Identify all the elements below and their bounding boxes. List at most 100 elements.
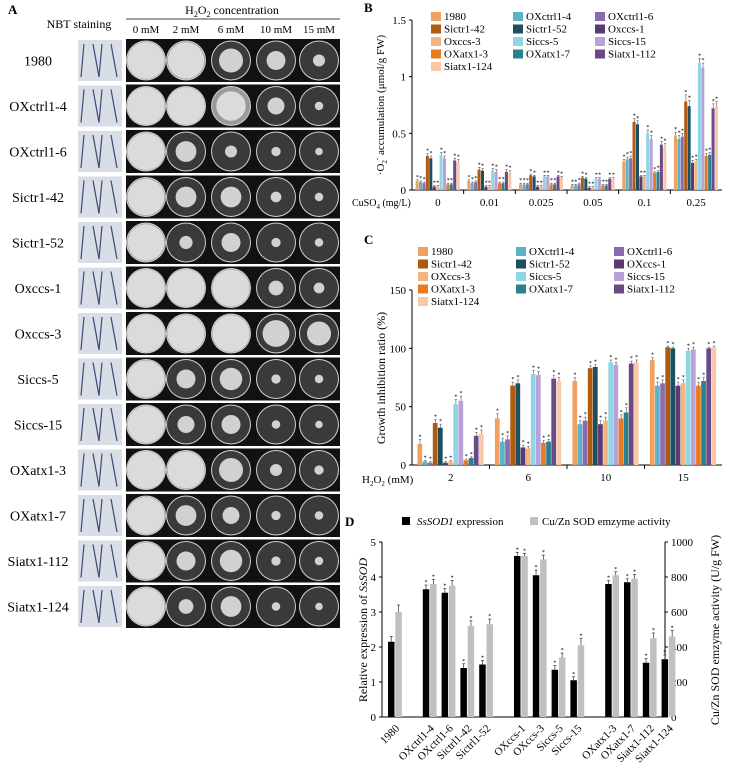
significance-marker: * <box>620 410 623 416</box>
legend-swatch-oxccs-3 <box>418 272 428 281</box>
bar-siccs-15 <box>442 158 446 190</box>
bar-siccs-5 <box>646 133 650 190</box>
significance-marker: * <box>604 412 607 418</box>
bar-siatx1-124 <box>663 146 667 190</box>
significance-marker: * <box>652 628 655 634</box>
significance-marker: * <box>572 672 575 678</box>
significance-marker: * <box>432 575 435 581</box>
significance-marker: * <box>447 178 450 184</box>
label-part: O <box>198 3 207 17</box>
strain-label-sictr1-42: Sictr1-42 <box>12 191 64 206</box>
significance-marker: * <box>426 149 429 155</box>
bar-sictr1-52 <box>670 348 676 465</box>
significance-marker: * <box>523 178 526 184</box>
bar-1980 <box>415 180 419 190</box>
significance-marker: * <box>457 154 460 160</box>
colony <box>315 602 323 611</box>
colony <box>216 91 246 121</box>
bar-oxatx1-3 <box>463 460 469 465</box>
bar-cu-zn-sod-emzyme-activity <box>540 559 547 717</box>
panel-b: B00.511.50* * ** ** **** ** *0.01* * ** ** ** ** ** *… <box>352 0 722 211</box>
legend-label-sictr1-42: Sictr1-42 <box>431 259 472 271</box>
y-tick-label-left: 5 <box>371 537 377 549</box>
legend-swatch-oxatx1-3 <box>418 284 428 294</box>
bar-sictr1-52 <box>429 158 433 190</box>
significance-marker: * <box>635 355 638 361</box>
bar-oxccs-1 <box>432 186 436 190</box>
bar-oxctrl1-6 <box>427 462 433 465</box>
bar-oxctrl1-4 <box>419 182 423 190</box>
bar-siccs-5 <box>697 63 701 190</box>
significance-marker: * <box>519 178 522 184</box>
significance-marker: * <box>677 377 680 383</box>
colony <box>127 314 165 353</box>
significance-marker: * <box>542 550 545 556</box>
bar-sictr1-52 <box>480 170 484 190</box>
colony <box>212 269 250 307</box>
significance-marker: * <box>581 171 584 177</box>
bar-oxatx1-7 <box>546 441 551 465</box>
significance-marker: * <box>657 166 660 172</box>
significance-marker: * <box>561 648 564 654</box>
strain-label-siatx1-112: Siatx1-112 <box>8 555 69 570</box>
nbt-hypha <box>80 225 85 260</box>
legend-label-oxctrl1-6: OXctrl1-6 <box>627 246 673 258</box>
colony <box>127 451 165 489</box>
bar-siatx1-124 <box>611 178 615 190</box>
significance-marker: * <box>656 377 659 383</box>
x-tick-label: 0.025 <box>529 197 554 209</box>
label-part: 2 <box>381 480 385 488</box>
bar-oxctrl1-6 <box>629 158 633 190</box>
legend-swatch-sictr1-42 <box>418 259 428 269</box>
nbt-hypha <box>110 225 118 260</box>
nbt-hypha <box>98 225 103 260</box>
y-axis-title-left: Relative expression of SsSOD <box>356 558 370 703</box>
colony <box>178 599 194 614</box>
strain-label-oxatx1-7: OXatx1-7 <box>10 510 66 525</box>
significance-marker: * <box>691 156 694 162</box>
legend-swatch-siatx1-112 <box>595 49 605 59</box>
significance-marker: * <box>598 173 601 179</box>
bar-oxccs-3 <box>525 448 531 465</box>
significance-marker: * <box>470 452 473 458</box>
significance-marker: * <box>681 128 684 134</box>
significance-marker: * <box>633 114 636 120</box>
legend-label-siccs-15: Siccs-15 <box>627 271 665 283</box>
label-part: 2 <box>370 480 374 488</box>
significance-marker: * <box>481 163 484 169</box>
label-part: 2 <box>194 10 198 19</box>
significance-marker: * <box>702 58 705 64</box>
significance-marker: * <box>516 375 519 381</box>
significance-marker: * <box>480 425 483 431</box>
bar-oxctrl1-6 <box>582 420 588 465</box>
significance-marker: * <box>543 170 546 176</box>
bar-1980 <box>673 135 677 190</box>
significance-marker: * <box>609 355 612 361</box>
label-part: SsSOD <box>356 558 370 592</box>
nbt-hypha <box>92 89 100 123</box>
significance-marker: * <box>453 153 456 159</box>
significance-marker: * <box>626 152 629 158</box>
nbt-hypha <box>80 498 85 533</box>
significance-marker: * <box>488 614 491 620</box>
colony <box>127 224 165 261</box>
significance-marker: * <box>579 416 582 422</box>
bar-cu-zn-sod-emzyme-activity <box>486 624 493 717</box>
significance-marker: * <box>505 165 508 171</box>
colony <box>270 191 282 203</box>
concentration-label-0: 0 mM <box>133 24 160 36</box>
bar-sssod1-expression <box>570 680 577 717</box>
bar-oxccs-1 <box>691 162 695 190</box>
bar-siccs-15 <box>690 349 696 465</box>
significance-marker: * <box>537 367 540 373</box>
bar-oxatx1-7 <box>501 183 505 190</box>
significance-marker: * <box>469 616 472 622</box>
significance-marker: * <box>595 173 598 179</box>
significance-marker: * <box>579 633 582 639</box>
colony <box>176 369 196 389</box>
bar-siatx1-112 <box>473 435 479 465</box>
y-tick-label: 50 <box>395 402 407 414</box>
significance-marker: * <box>653 167 656 173</box>
bar-oxatx1-7 <box>708 154 712 190</box>
bar-oxccs-3 <box>680 383 686 465</box>
